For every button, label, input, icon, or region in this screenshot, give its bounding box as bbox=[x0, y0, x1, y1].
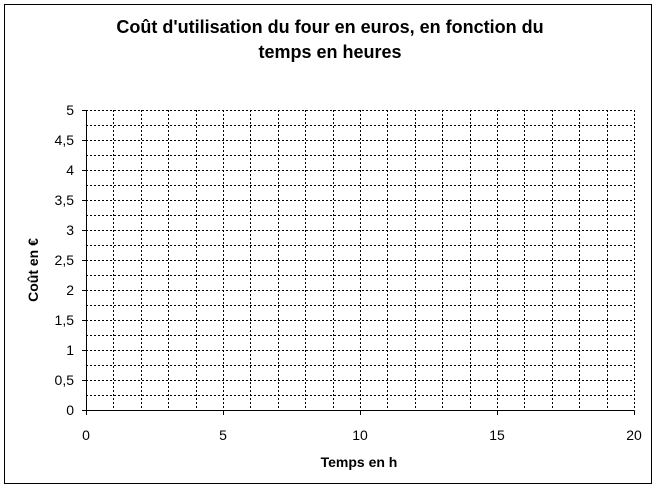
y-tick-label: 1,5 bbox=[55, 312, 75, 328]
chart-frame bbox=[4, 4, 652, 484]
x-tick-label: 15 bbox=[489, 427, 505, 443]
x-axis-label: Temps en h bbox=[321, 454, 398, 470]
y-tick-labels: 0 0,5 1 1,5 2 2,5 3 3,5 4 4,5 5 bbox=[55, 102, 75, 418]
x-tick-labels: 0 5 10 15 20 bbox=[82, 427, 642, 443]
x-tick-label: 10 bbox=[352, 427, 368, 443]
y-tick-label: 4 bbox=[66, 162, 74, 178]
y-axis-label: Coût en € bbox=[25, 238, 41, 302]
y-tick-label: 2,5 bbox=[55, 252, 75, 268]
grid-lines bbox=[86, 110, 635, 411]
axes bbox=[82, 110, 635, 415]
y-tick-label: 3,5 bbox=[55, 192, 75, 208]
y-tick-label: 0,5 bbox=[55, 372, 75, 388]
y-tick-label: 4,5 bbox=[55, 132, 75, 148]
y-tick-label: 1 bbox=[66, 342, 74, 358]
x-tick-label: 0 bbox=[82, 427, 90, 443]
x-tick-label: 5 bbox=[219, 427, 227, 443]
y-tick-label: 2 bbox=[66, 282, 74, 298]
y-tick-label: 5 bbox=[66, 102, 74, 118]
y-tick-label: 0 bbox=[66, 402, 74, 418]
x-tick-label: 20 bbox=[626, 427, 642, 443]
chart-title-line-2: temps en heures bbox=[258, 42, 402, 62]
chart-title-line-1: Coût d'utilisation du four en euros, en … bbox=[116, 17, 544, 37]
chart-title: Coût d'utilisation du four en euros, en … bbox=[0, 15, 660, 65]
y-tick-label: 3 bbox=[66, 222, 74, 238]
